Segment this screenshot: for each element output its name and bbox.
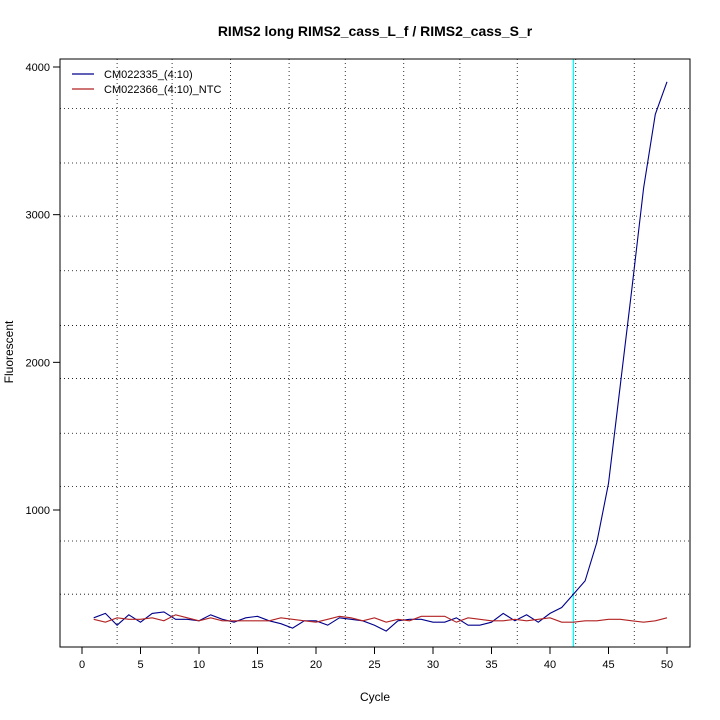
- grid: [60, 59, 690, 647]
- x-tick-label: 45: [602, 659, 614, 671]
- x-tick-label: 25: [368, 659, 380, 671]
- series-line-2: [93, 614, 668, 623]
- y-tick-label: 3000: [26, 210, 50, 222]
- legend-label-1: CM022335_(4:10): [104, 69, 193, 81]
- plot-area-border: [59, 58, 691, 648]
- x-tick-label: 50: [661, 659, 673, 671]
- y-tick-label: 4000: [26, 62, 50, 74]
- x-tick-label: 20: [310, 659, 322, 671]
- y-axis-label: Fluorescent: [2, 320, 16, 383]
- legend-label-2: CM022366_(4:10)_NTC: [104, 84, 221, 96]
- x-tick-label: 40: [544, 659, 556, 671]
- x-tick-label: 10: [193, 659, 205, 671]
- chart-title: RIMS2 long RIMS2_cass_L_f / RIMS2_cass_S…: [218, 23, 533, 39]
- legend: CM022335_(4:10) CM022366_(4:10)_NTC: [72, 69, 221, 96]
- y-axis: 1000 2000 3000 4000: [26, 62, 61, 517]
- x-tick-label: 0: [79, 659, 85, 671]
- y-tick-label: 2000: [26, 357, 50, 369]
- x-tick-label: 30: [427, 659, 439, 671]
- x-tick-label: 35: [485, 659, 497, 671]
- x-axis: 0 5 10 15 20 25 30 35 40 45 50: [79, 646, 673, 671]
- x-axis-label: Cycle: [360, 690, 390, 704]
- y-tick-label: 1000: [26, 505, 50, 517]
- series-line-1: [93, 81, 668, 632]
- series-lines: [93, 81, 668, 632]
- x-tick-label: 15: [251, 659, 263, 671]
- x-tick-label: 5: [137, 659, 143, 671]
